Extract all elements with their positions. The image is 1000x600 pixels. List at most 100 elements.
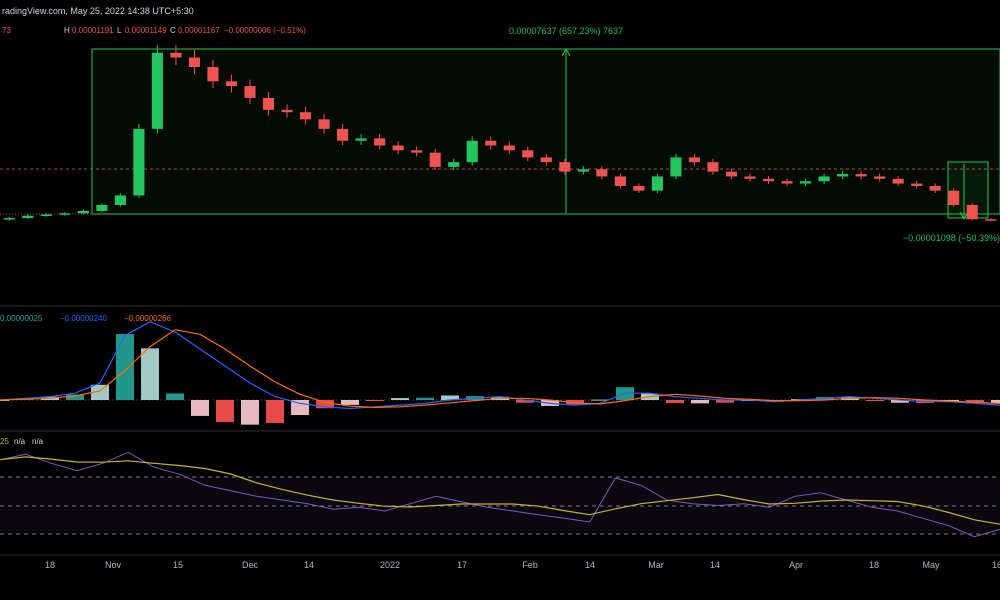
high-label: H: [64, 26, 70, 35]
measure-box-up: [91, 48, 1000, 215]
candle-body: [855, 174, 867, 177]
x-axis-tick-label: May: [922, 560, 940, 570]
macd-hist-bar: [191, 400, 209, 416]
low-value: 0.00001149: [125, 26, 167, 35]
macd-hist-bar: [391, 398, 409, 400]
candles: [3, 44, 997, 222]
candle-body: [614, 176, 626, 186]
candle-body: [40, 214, 52, 216]
macd-signal-line: [0, 329, 1000, 409]
candle-body: [114, 195, 126, 205]
candle-body: [170, 52, 182, 58]
candle-body: [948, 190, 960, 205]
macd-hist-bar: [441, 395, 459, 400]
macd-line-value: −0.00000240: [60, 314, 107, 323]
candle-body: [762, 178, 775, 182]
macd-hist-bar: [516, 400, 534, 403]
rsi-ma-line: [0, 456, 1000, 525]
candle-body: [133, 128, 145, 196]
candle-body: [800, 181, 812, 184]
candle-body: [966, 204, 978, 220]
measure-label-up: 0.00007637 (657.23%) 7637: [509, 26, 623, 36]
macd-hist-bar: [716, 400, 734, 403]
close-label: C: [170, 26, 176, 35]
macd-hist-bar: [566, 400, 584, 405]
candle-body: [96, 204, 108, 211]
x-axis-tick-label: 15: [173, 560, 183, 570]
candle-body: [540, 157, 552, 163]
x-axis-tick-label: 2022: [380, 560, 400, 570]
candle-body: [707, 162, 719, 172]
rsi-value-1: n/a: [14, 437, 26, 446]
x-axis-tick-label: 14: [304, 560, 314, 570]
candle-body: [818, 176, 830, 182]
candle-body: [466, 140, 478, 163]
macd-hist-bar: [216, 400, 234, 423]
rsi-period: 25: [0, 437, 9, 446]
candle-body: [485, 140, 497, 146]
candle-body: [151, 52, 163, 129]
candle-body: [670, 157, 682, 177]
low-label: L: [117, 26, 122, 35]
candle-body: [77, 210, 89, 214]
macd-signal-value: −0.00000266: [124, 314, 171, 323]
candle-body: [559, 162, 571, 172]
macd-hist-bar: [116, 334, 134, 400]
macd-hist-value: 0.00000025: [0, 314, 43, 323]
rsi-line: [0, 451, 1000, 538]
macd-hist-bar: [141, 348, 159, 400]
candle-body: [744, 176, 756, 179]
x-axis-tick-label: 17: [457, 560, 467, 570]
candle-body: [985, 219, 997, 221]
candle-body: [188, 57, 200, 68]
candle-body: [22, 215, 34, 219]
macd-hist-bar: [416, 397, 434, 400]
candle-body: [503, 145, 515, 151]
candle-body: [281, 109, 293, 113]
candle-body: [596, 169, 608, 177]
macd-hist-bar: [316, 400, 334, 409]
candle-body: [59, 213, 71, 215]
candle-body: [411, 150, 423, 153]
x-axis-tick-label: Dec: [242, 560, 259, 570]
macd-hist-bar: [991, 400, 1000, 404]
macd-hist-bar: [666, 400, 684, 404]
candle-body: [522, 150, 534, 158]
candle-body: [929, 185, 941, 191]
change-value: −0.00000006 (−0.51%): [224, 26, 306, 35]
candle-body: [448, 162, 460, 167]
macd-hist-bar: [66, 394, 84, 400]
macd-hist-bar: [91, 384, 109, 400]
candle-body: [781, 181, 793, 184]
x-axis-tick-label: 18: [45, 560, 55, 570]
rsi-value-2: n/a: [32, 437, 44, 446]
measure-arrowhead-up: [561, 47, 571, 57]
x-axis-tick-label: 14: [710, 560, 720, 570]
candle-body: [244, 86, 256, 98]
candle-body: [688, 157, 700, 163]
candle-body: [837, 174, 849, 177]
candle-body: [577, 169, 589, 172]
x-axis-tick-label: 18: [869, 560, 879, 570]
ohlc-prefix: 73: [2, 26, 11, 35]
x-axis-tick-label: Nov: [105, 560, 122, 570]
macd-hist-bar: [266, 400, 284, 424]
candle-body: [633, 185, 645, 191]
x-axis-tick-label: Feb: [522, 560, 538, 570]
candle-body: [651, 176, 663, 191]
macd-line: [0, 321, 1000, 410]
close-value: 0.00001167: [178, 26, 220, 35]
macd-hist-bar: [866, 400, 884, 401]
macd-hist-bar: [166, 393, 184, 400]
candle-body: [300, 112, 312, 120]
measure-label-down: −0.00001098 (−50.39%): [903, 233, 1000, 243]
macd-hist-bar: [241, 400, 259, 425]
x-axis-tick-label: 16: [992, 560, 1000, 570]
candle-body: [337, 128, 349, 141]
candle-body: [3, 218, 15, 220]
candle-body: [725, 171, 738, 177]
candle-body: [318, 119, 330, 129]
candle-body: [874, 176, 886, 179]
candle-body: [207, 67, 219, 82]
